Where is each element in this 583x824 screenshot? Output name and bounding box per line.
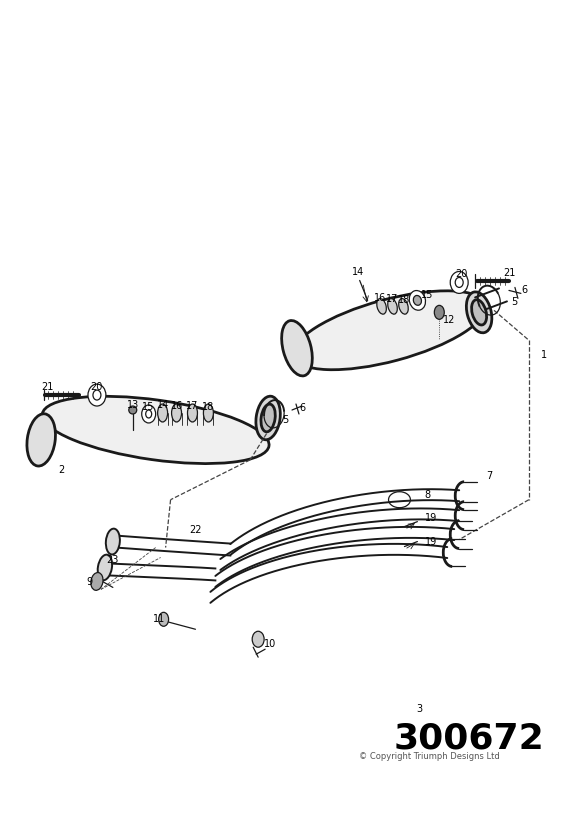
Ellipse shape xyxy=(388,298,397,314)
Ellipse shape xyxy=(377,298,387,314)
Text: 19: 19 xyxy=(425,536,437,546)
Text: 7: 7 xyxy=(486,471,492,480)
Ellipse shape xyxy=(466,292,492,333)
Text: 12: 12 xyxy=(443,316,455,325)
Text: 20: 20 xyxy=(91,382,103,392)
Ellipse shape xyxy=(413,296,422,306)
Text: 16: 16 xyxy=(374,293,387,303)
Ellipse shape xyxy=(399,298,408,314)
Ellipse shape xyxy=(159,612,168,626)
Ellipse shape xyxy=(472,300,487,325)
Text: 15: 15 xyxy=(142,402,154,412)
Text: 13: 13 xyxy=(127,400,139,410)
Ellipse shape xyxy=(42,396,269,464)
Text: 3: 3 xyxy=(416,704,423,714)
Text: 19: 19 xyxy=(425,513,437,522)
Text: 2: 2 xyxy=(58,465,64,475)
Text: 6: 6 xyxy=(522,285,528,296)
Ellipse shape xyxy=(171,404,181,422)
Text: 15: 15 xyxy=(421,290,434,301)
Ellipse shape xyxy=(256,396,280,440)
Text: 21: 21 xyxy=(41,382,54,392)
Text: 6: 6 xyxy=(299,403,305,413)
Ellipse shape xyxy=(106,529,120,555)
Text: 5: 5 xyxy=(511,297,517,307)
Text: 18: 18 xyxy=(202,402,215,412)
Text: 10: 10 xyxy=(264,639,276,649)
Ellipse shape xyxy=(293,291,486,370)
Text: 1: 1 xyxy=(540,350,547,360)
Ellipse shape xyxy=(282,321,312,376)
Ellipse shape xyxy=(129,406,137,414)
Text: 22: 22 xyxy=(189,525,202,535)
Ellipse shape xyxy=(91,573,103,590)
Text: 20: 20 xyxy=(455,269,468,279)
Text: 300672: 300672 xyxy=(394,722,545,756)
Text: © Copyright Triumph Designs Ltd: © Copyright Triumph Designs Ltd xyxy=(359,752,500,761)
Text: 17: 17 xyxy=(387,294,399,304)
Ellipse shape xyxy=(27,414,55,466)
Text: 11: 11 xyxy=(153,615,165,625)
Ellipse shape xyxy=(409,291,426,310)
Ellipse shape xyxy=(157,404,167,422)
Ellipse shape xyxy=(188,404,198,422)
Ellipse shape xyxy=(203,404,213,422)
Text: 17: 17 xyxy=(187,401,199,411)
Text: 14: 14 xyxy=(156,400,168,410)
Text: 18: 18 xyxy=(398,295,410,306)
Ellipse shape xyxy=(142,405,156,423)
Text: 14: 14 xyxy=(352,268,364,278)
Ellipse shape xyxy=(450,271,468,293)
Ellipse shape xyxy=(434,306,444,320)
Text: 8: 8 xyxy=(424,489,430,499)
Text: 9: 9 xyxy=(86,578,92,588)
Ellipse shape xyxy=(252,631,264,647)
Ellipse shape xyxy=(261,404,275,432)
Text: 5: 5 xyxy=(282,415,288,425)
Text: 16: 16 xyxy=(171,401,184,411)
Text: 21: 21 xyxy=(503,269,515,279)
Text: 23: 23 xyxy=(107,555,119,564)
Ellipse shape xyxy=(98,555,112,580)
Ellipse shape xyxy=(88,384,106,406)
